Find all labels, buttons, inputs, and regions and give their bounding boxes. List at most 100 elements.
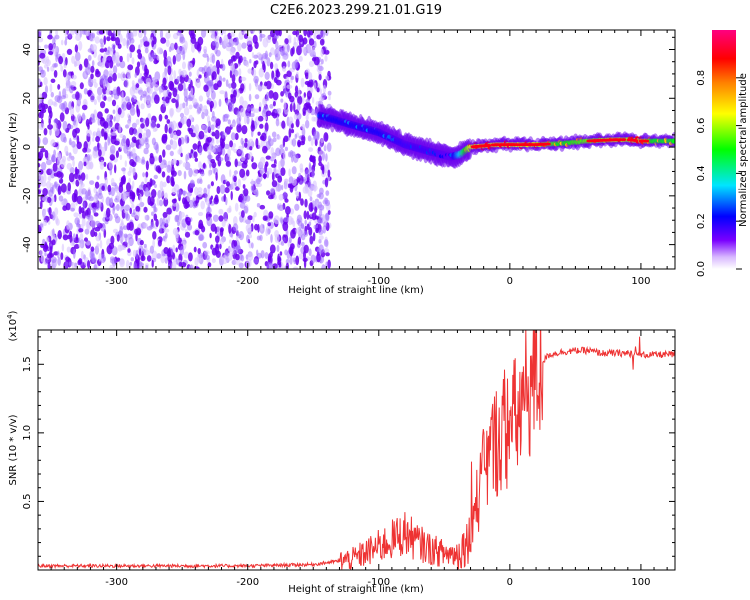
noise-speckle — [302, 37, 308, 45]
spectrogram-frame — [37, 29, 676, 270]
noise-speckle — [319, 142, 323, 148]
ridge-core — [486, 144, 492, 147]
noise-speckle — [222, 254, 228, 265]
noise-speckle — [184, 40, 188, 51]
noise-speckle — [122, 38, 127, 47]
x-tick-label: -300 — [105, 577, 128, 588]
noise-speckle — [129, 261, 133, 266]
noise-speckle — [87, 122, 90, 130]
noise-speckle — [74, 62, 77, 67]
colorbar-tick-label: 0.6 — [696, 118, 707, 134]
noise-speckle — [253, 211, 257, 218]
noise-speckle — [119, 154, 123, 160]
noise-speckle — [194, 186, 199, 196]
noise-speckle — [317, 213, 321, 223]
noise-speckle — [119, 258, 125, 268]
noise-speckle — [257, 115, 264, 122]
noise-speckle — [199, 178, 203, 185]
noise-speckle — [46, 180, 52, 190]
noise-speckle — [260, 223, 263, 232]
noise-speckle — [287, 60, 291, 68]
noise-speckle — [107, 96, 112, 102]
noise-speckle — [177, 170, 182, 177]
noise-speckle — [188, 252, 193, 262]
noise-speckle — [169, 108, 174, 118]
noise-speckle — [303, 102, 309, 111]
ridge-core — [621, 138, 627, 142]
noise-speckle — [250, 123, 255, 132]
noise-speckle — [103, 35, 106, 45]
noise-speckle — [42, 137, 49, 146]
noise-speckle — [214, 129, 220, 140]
noise-speckle — [167, 65, 172, 76]
noise-speckle — [283, 178, 289, 183]
noise-speckle — [73, 248, 76, 259]
noise-speckle — [124, 204, 130, 211]
noise-speckle — [229, 69, 233, 79]
noise-speckle — [131, 95, 137, 103]
noise-speckle — [44, 251, 47, 257]
noise-speckle — [165, 219, 169, 227]
noise-speckle — [241, 42, 247, 49]
noise-speckle — [262, 215, 268, 221]
noise-speckle — [235, 253, 240, 261]
noise-speckle — [159, 161, 165, 169]
noise-speckle — [54, 34, 60, 40]
noise-speckle — [89, 180, 95, 186]
noise-speckle — [306, 30, 311, 38]
noise-speckle — [251, 242, 254, 249]
noise-speckle — [230, 132, 236, 141]
ridge-core — [644, 139, 650, 143]
noise-speckle — [109, 154, 116, 161]
noise-speckle — [121, 103, 125, 110]
noise-speckle — [201, 112, 205, 120]
noise-speckle — [263, 98, 268, 104]
noise-speckle — [156, 197, 160, 206]
noise-speckle — [208, 120, 211, 130]
noise-speckle — [291, 138, 297, 147]
noise-speckle — [251, 184, 255, 193]
noise-speckle — [232, 55, 236, 61]
noise-speckle — [318, 239, 322, 244]
noise-speckle — [81, 112, 86, 121]
noise-speckle — [325, 153, 328, 162]
noise-speckle — [198, 234, 205, 241]
noise-speckle — [56, 250, 60, 259]
noise-speckle — [99, 163, 104, 170]
noise-speckle — [284, 146, 288, 152]
noise-speckle — [47, 220, 51, 225]
noise-speckle — [69, 137, 72, 146]
noise-speckle — [50, 139, 56, 147]
noise-speckle — [105, 49, 111, 56]
noise-speckle — [242, 30, 247, 35]
noise-speckle — [211, 161, 217, 169]
noise-speckle — [213, 122, 216, 127]
noise-speckle — [295, 71, 299, 79]
noise-speckle — [248, 138, 254, 145]
noise-speckle — [129, 106, 136, 116]
noise-speckle — [87, 78, 94, 87]
x-tick-label: -200 — [236, 577, 259, 588]
noise-speckle — [179, 46, 185, 55]
noise-speckle — [248, 234, 252, 239]
noise-speckle — [95, 235, 101, 242]
noise-speckle — [280, 158, 285, 168]
noise-speckle — [163, 197, 169, 207]
noise-speckle — [252, 215, 255, 223]
noise-speckle — [158, 199, 164, 207]
noise-speckle — [162, 77, 167, 86]
noise-speckle — [213, 197, 219, 205]
noise-speckle — [275, 70, 281, 78]
noise-speckle — [128, 221, 134, 231]
noise-speckle — [93, 99, 97, 106]
noise-speckle — [305, 108, 310, 116]
noise-speckle — [270, 234, 273, 243]
noise-speckle — [165, 32, 171, 39]
noise-speckle — [316, 87, 320, 93]
noise-speckle — [109, 47, 114, 56]
noise-speckle — [47, 34, 53, 40]
noise-speckle — [164, 232, 168, 239]
noise-speckle — [164, 257, 168, 264]
noise-speckle — [301, 94, 305, 104]
